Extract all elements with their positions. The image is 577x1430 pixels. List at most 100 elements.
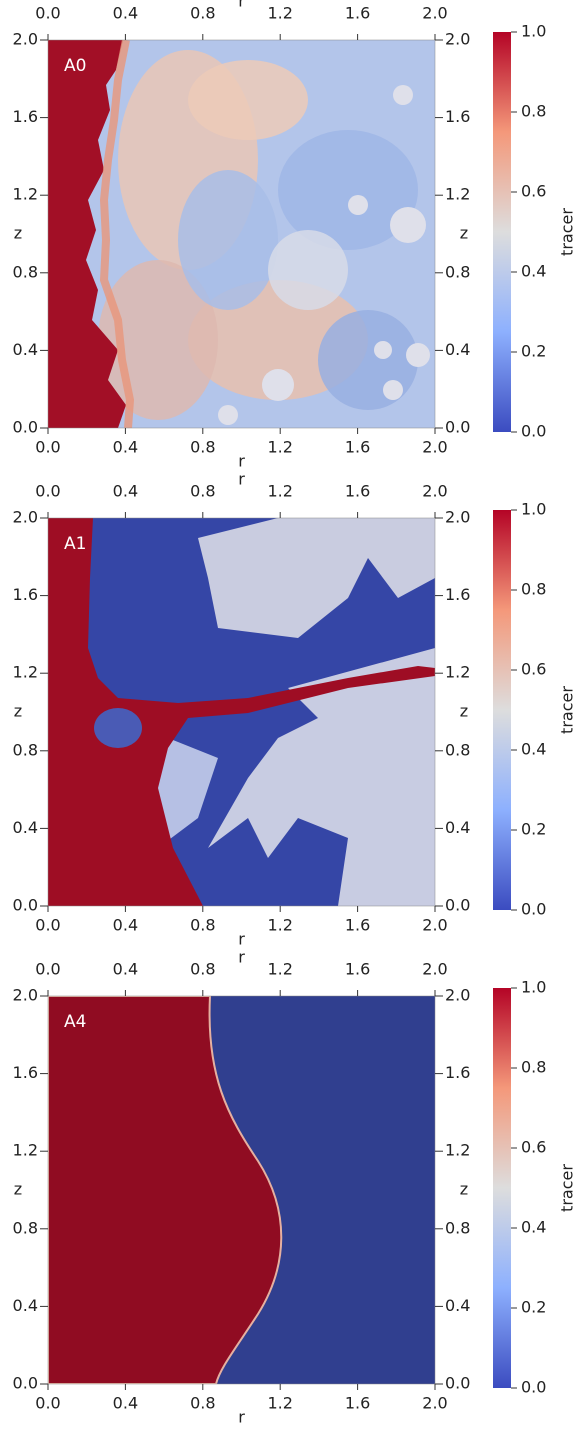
y-tick-label: 0.8	[445, 1218, 470, 1237]
x-tick-label: 2.0	[422, 960, 447, 979]
field-patch	[268, 230, 348, 310]
panel-label: A0	[64, 56, 86, 76]
vortex	[374, 341, 392, 359]
field-mix	[198, 518, 435, 638]
y-tick-label: 2.0	[13, 30, 38, 49]
vortex	[406, 343, 430, 367]
plot-frame	[47, 39, 436, 429]
x-tick-label: 0.0	[35, 482, 60, 501]
y-axis-label: z	[14, 1180, 22, 1199]
colorbar	[493, 988, 511, 1388]
y-axis-label: z	[14, 224, 22, 243]
y-tick-label: 1.2	[445, 1141, 470, 1160]
x-tick-label: 0.0	[35, 916, 60, 935]
y-tick-label: 0.4	[445, 340, 470, 359]
colorbar-tick-label: 0.6	[521, 1138, 546, 1157]
vortex	[262, 369, 294, 401]
y-axis-label: z	[460, 702, 468, 721]
x-tick-label: 2.0	[422, 438, 447, 457]
x-tick-label: 1.2	[267, 916, 292, 935]
x-tick-label: 2.0	[422, 916, 447, 935]
colorbar	[493, 510, 511, 910]
y-tick-label: 1.6	[445, 107, 470, 126]
x-tick-label: 0.8	[190, 482, 215, 501]
x-tick-label: 0.4	[113, 438, 138, 457]
y-tick-label: 0.8	[13, 262, 38, 281]
colorbar-label: tracer	[558, 208, 577, 256]
x-axis-label: r	[238, 0, 245, 11]
plot-frame	[47, 995, 436, 1385]
colorbar-tick-label: 1.0	[521, 978, 546, 997]
y-tick-label: 0.4	[445, 818, 470, 837]
colorbar-tick-label: 0.2	[521, 342, 546, 361]
y-tick-label: 0.0	[13, 418, 38, 437]
field-patch	[178, 170, 278, 310]
x-tick-label: 0.8	[190, 960, 215, 979]
field-orange	[99, 40, 135, 428]
colorbar-tick-label: 1.0	[521, 500, 546, 519]
x-tick-label: 0.8	[190, 916, 215, 935]
x-axis-label: r	[238, 930, 245, 949]
y-tick-label: 1.6	[13, 585, 38, 604]
field	[48, 518, 435, 906]
panel-label: A1	[64, 534, 86, 554]
x-tick-label: 0.4	[113, 482, 138, 501]
y-axis-label: z	[460, 1180, 468, 1199]
panel-label: A4	[64, 1012, 86, 1032]
y-tick-label: 1.2	[445, 663, 470, 682]
colorbar-tick-label: 0.8	[521, 1058, 546, 1077]
x-tick-label: 0.8	[190, 4, 215, 23]
x-tick-label: 0.4	[113, 916, 138, 935]
vortex	[383, 380, 403, 400]
x-tick-label: 0.8	[190, 1394, 215, 1413]
y-tick-label: 2.0	[445, 986, 470, 1005]
x-axis-label: r	[238, 452, 245, 471]
x-axis-label: r	[238, 948, 245, 967]
colorbar-tick-label: 0.0	[521, 422, 546, 441]
y-tick-label: 0.8	[13, 740, 38, 759]
y-tick-label: 0.0	[445, 418, 470, 437]
x-tick-label: 1.6	[345, 4, 370, 23]
x-tick-label: 0.8	[190, 438, 215, 457]
colorbar-tick-label: 1.0	[521, 22, 546, 41]
x-tick-label: 0.0	[35, 960, 60, 979]
y-tick-label: 0.8	[445, 262, 470, 281]
y-tick-label: 0.8	[13, 1218, 38, 1237]
x-tick-label: 1.2	[267, 482, 292, 501]
y-tick-label: 2.0	[13, 986, 38, 1005]
x-tick-label: 0.0	[35, 438, 60, 457]
colorbar-tick-label: 0.8	[521, 580, 546, 599]
y-tick-label: 1.2	[445, 185, 470, 204]
field	[48, 996, 435, 1384]
field	[48, 40, 435, 428]
x-tick-label: 1.6	[345, 960, 370, 979]
x-axis-label: r	[238, 470, 245, 489]
vortex	[348, 195, 368, 215]
colorbar-label: tracer	[558, 1164, 577, 1212]
y-tick-label: 1.2	[13, 185, 38, 204]
y-tick-label: 1.6	[13, 107, 38, 126]
y-tick-label: 1.6	[445, 585, 470, 604]
vortex	[218, 405, 238, 425]
x-tick-label: 0.0	[35, 1394, 60, 1413]
colorbar-tick-label: 0.4	[521, 1218, 546, 1237]
x-tick-label: 1.6	[345, 482, 370, 501]
x-tick-label: 0.0	[35, 4, 60, 23]
colorbar-tick-label: 0.6	[521, 660, 546, 679]
x-tick-label: 1.2	[267, 960, 292, 979]
y-tick-label: 1.2	[13, 1141, 38, 1160]
colorbar	[493, 32, 511, 432]
x-tick-label: 0.4	[113, 1394, 138, 1413]
colorbar-tick-label: 0.0	[521, 900, 546, 919]
x-tick-label: 2.0	[422, 482, 447, 501]
field-patch	[318, 310, 418, 410]
plot-frame	[47, 517, 436, 907]
x-tick-label: 2.0	[422, 1394, 447, 1413]
x-tick-label: 2.0	[422, 4, 447, 23]
y-tick-label: 0.8	[445, 740, 470, 759]
field-red	[48, 996, 283, 1384]
x-tick-label: 1.6	[345, 438, 370, 457]
x-tick-label: 1.6	[345, 1394, 370, 1413]
y-tick-label: 0.0	[445, 1374, 470, 1393]
colorbar-tick-label: 0.4	[521, 262, 546, 281]
